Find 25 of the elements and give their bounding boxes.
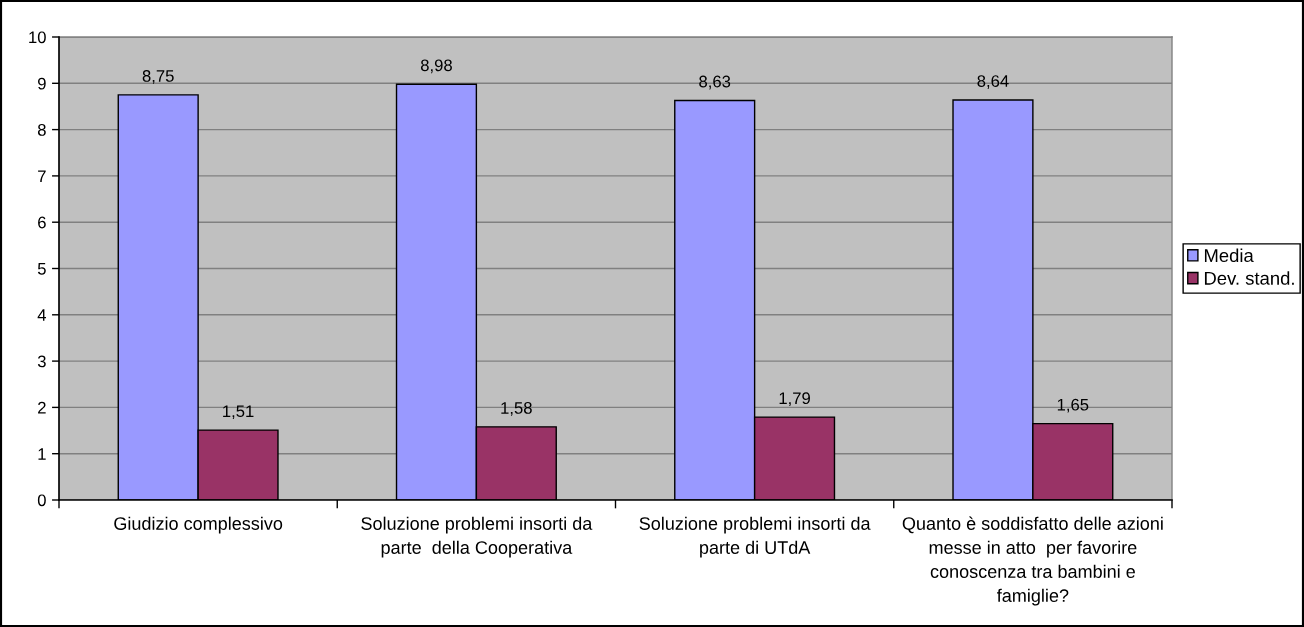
y-tick-label: 9 (38, 77, 46, 90)
y-tick-label: 1 (38, 448, 46, 460)
y-tick-label: 4 (37, 309, 47, 321)
data-label: 8,98 (420, 59, 452, 74)
x-tick-label: Quanto è soddisfatto delle azioni messe in atto per favorire conoscenza tra bambini e famiglie? (902, 516, 1163, 606)
y-tick-label: 0 (37, 494, 46, 507)
y-tick-label: 2 (38, 401, 46, 414)
y-tick-label: 7 (38, 170, 46, 182)
y-tick-label: 5 (37, 263, 46, 275)
data-label: 1,79 (779, 392, 810, 407)
x-tick-label: Soluzione problemi insorti da parte della Cooperativa (361, 516, 593, 558)
data-label: 1,51 (223, 405, 254, 420)
y-tick-label: 6 (38, 216, 46, 229)
y-tick-label: 10 (29, 31, 46, 44)
x-tick-label: Soluzione problemi insorti da parte di UTdA (639, 516, 871, 558)
data-label: 8,63 (699, 75, 731, 90)
y-tick-label: 8 (37, 124, 46, 136)
data-label: 1,58 (501, 402, 532, 416)
data-label: 1,65 (1057, 398, 1089, 413)
y-tick-label: 3 (37, 355, 46, 368)
x-tick-label: Giudizio complessivo (114, 516, 283, 534)
legend-label: Media (1204, 248, 1254, 263)
legend-label: Dev. stand. (1204, 271, 1294, 285)
data-label: 8,64 (977, 75, 1009, 89)
data-label: 8,75 (142, 70, 174, 84)
